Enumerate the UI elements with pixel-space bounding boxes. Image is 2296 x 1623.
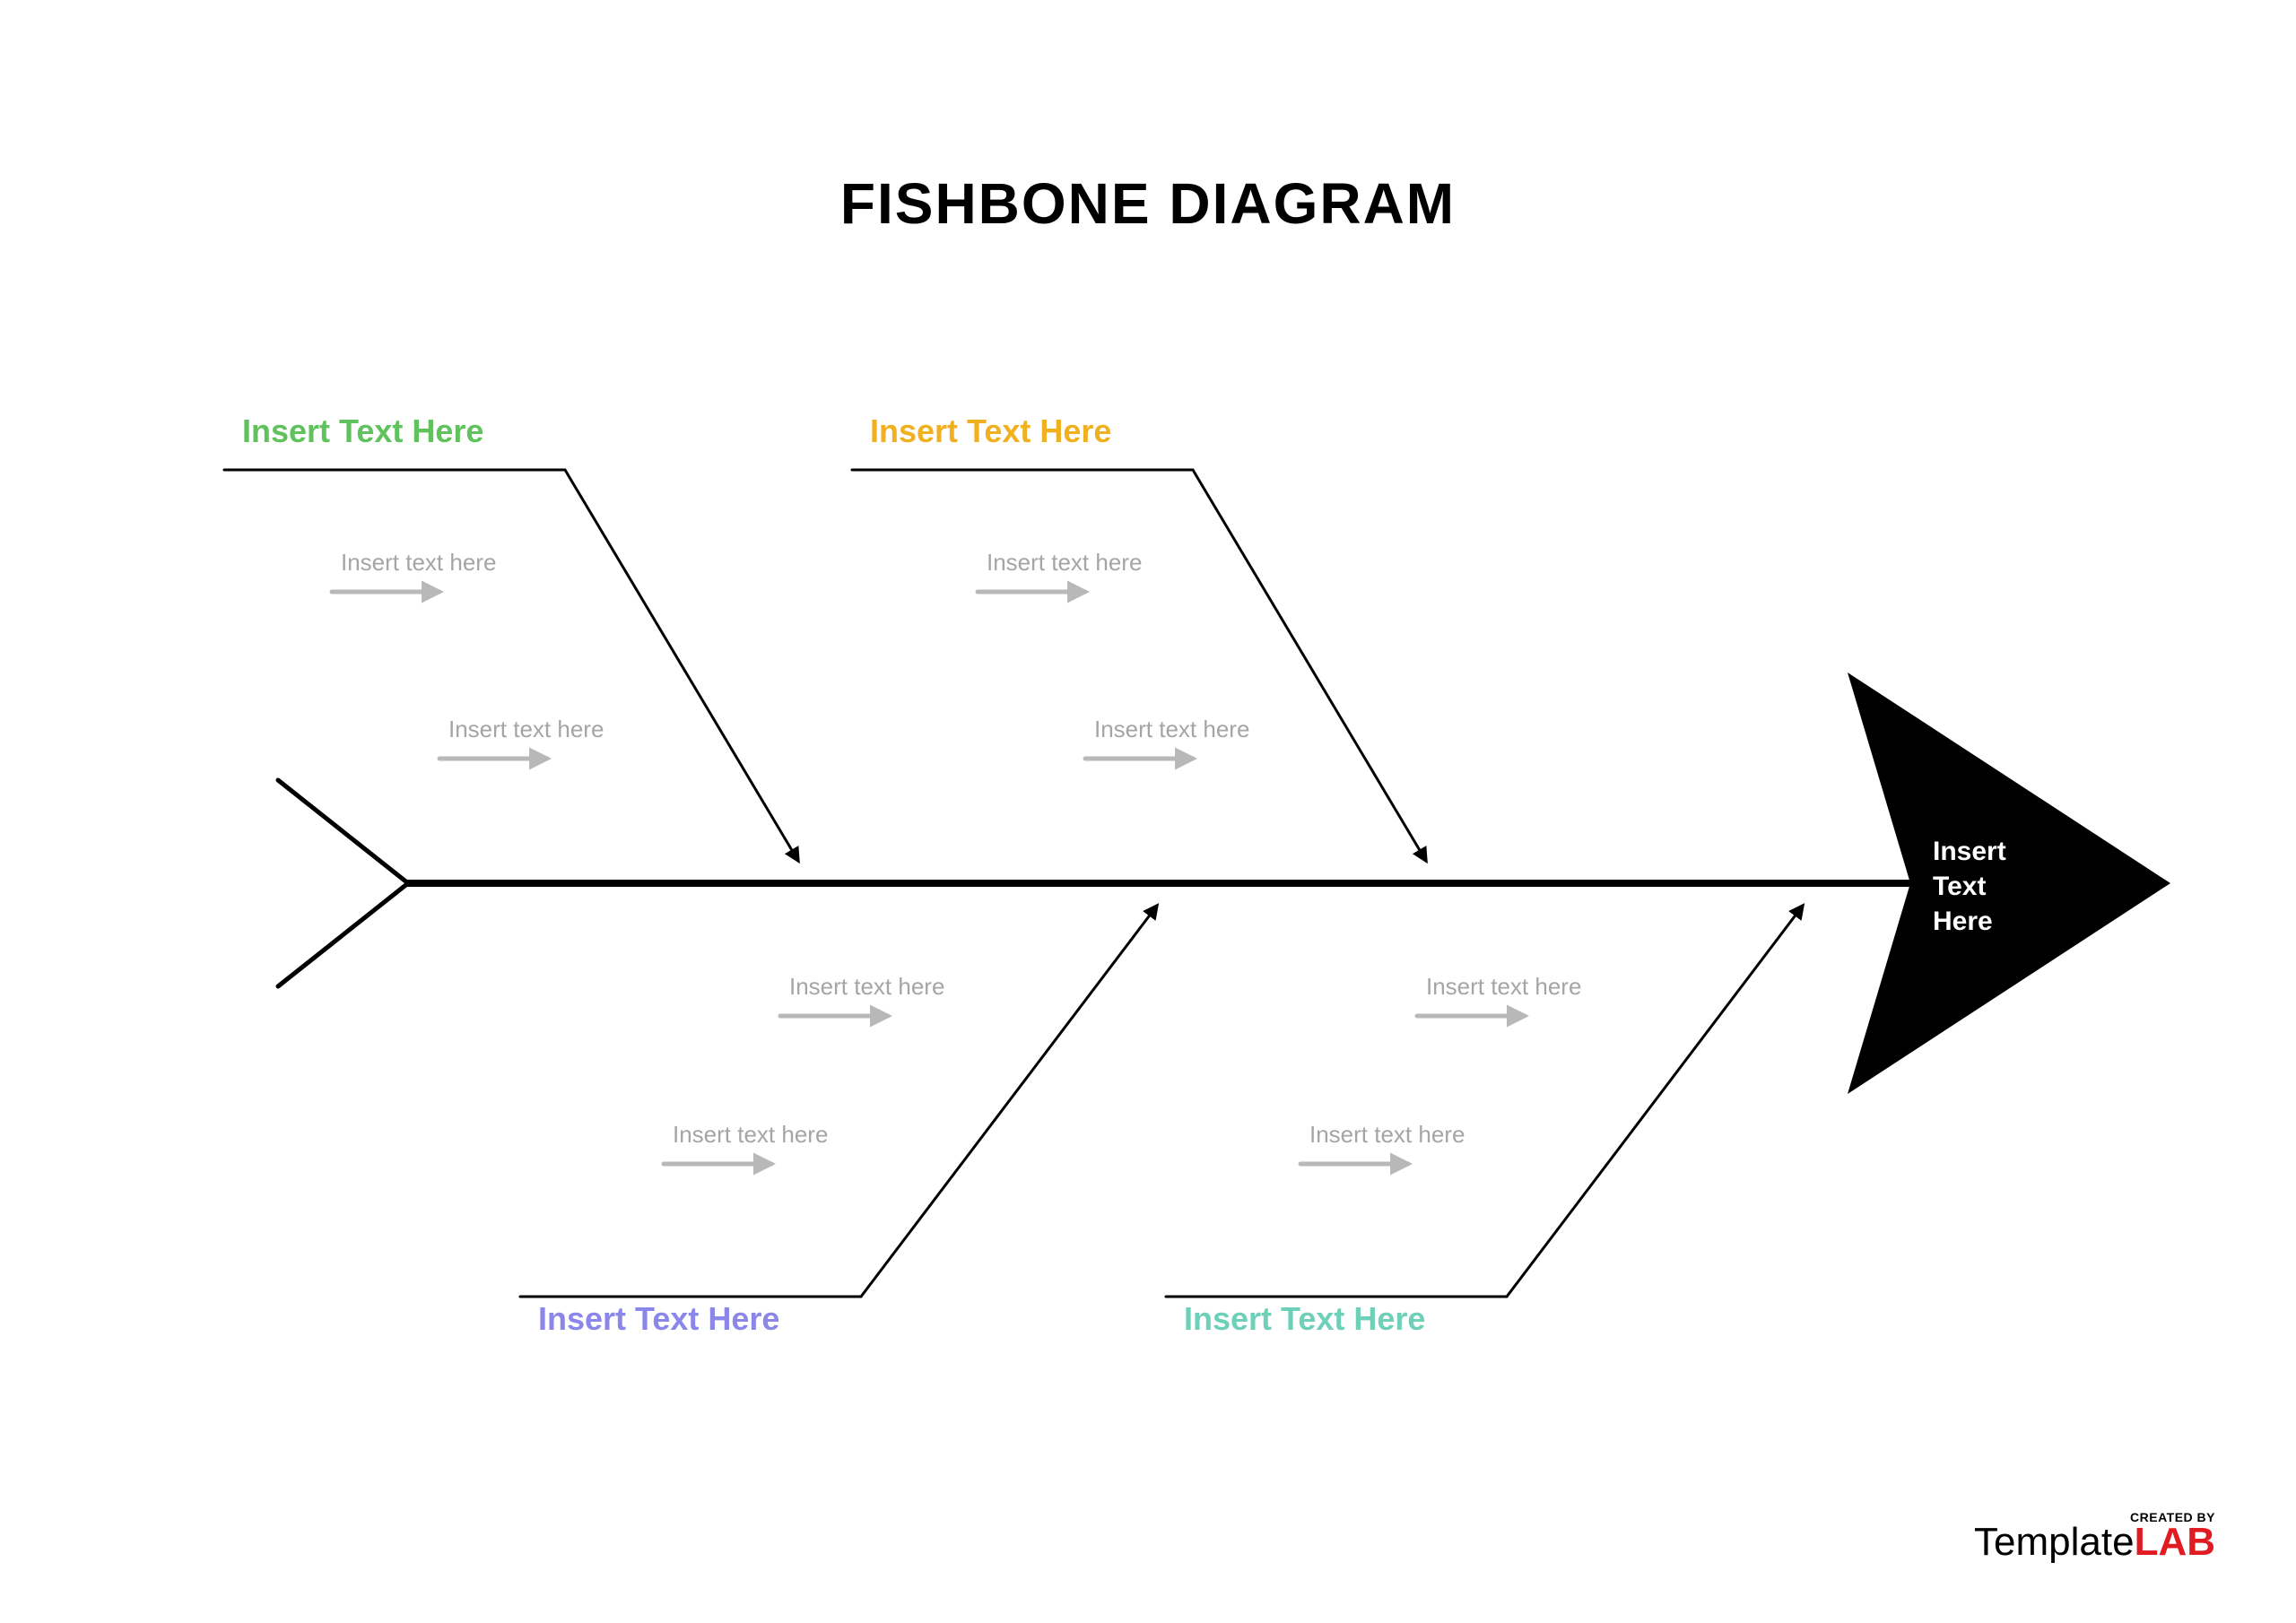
- sub-cause-label: Insert text here: [1094, 716, 1249, 743]
- sub-cause-label: Insert text here: [1426, 973, 1581, 1001]
- sub-cause-label: Insert text here: [789, 973, 944, 1001]
- sub-cause-label: Insert text here: [987, 549, 1142, 577]
- sub-cause-label: Insert text here: [673, 1121, 828, 1149]
- fishbone-svg: [0, 0, 2296, 1623]
- footer-brand-part1: Template: [1974, 1520, 2135, 1564]
- branch-label-top-left: Insert Text Here: [242, 412, 483, 450]
- footer-logo: CREATED BY TemplateLAB: [1974, 1510, 2215, 1560]
- footer-brand-part2: LAB: [2135, 1520, 2215, 1564]
- head-label: InsertTextHere: [1933, 834, 2006, 939]
- branch-label-bottom-left: Insert Text Here: [538, 1300, 779, 1338]
- sub-cause-label: Insert text here: [1309, 1121, 1465, 1149]
- branch-label-bottom-right: Insert Text Here: [1184, 1300, 1425, 1338]
- sub-cause-label: Insert text here: [341, 549, 496, 577]
- branch-label-top-right: Insert Text Here: [870, 412, 1111, 450]
- sub-cause-label: Insert text here: [448, 716, 604, 743]
- page: FISHBONE DIAGRAM Insert Text HereInsert …: [0, 0, 2296, 1623]
- footer-brand: TemplateLAB: [1974, 1524, 2215, 1560]
